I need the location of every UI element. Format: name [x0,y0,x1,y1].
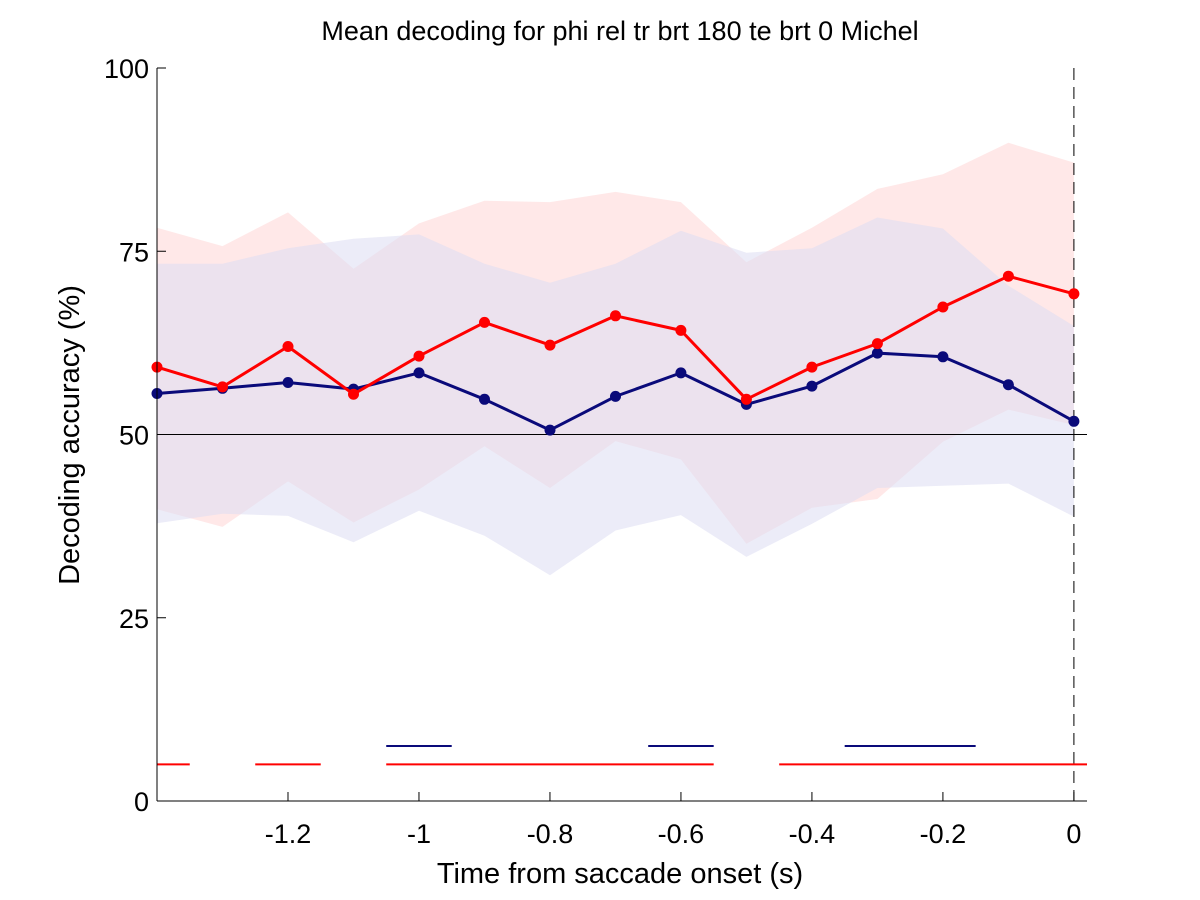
data-point [806,380,818,392]
data-point [675,324,687,336]
data-point [1002,270,1014,282]
x-axis-label: Time from saccade onset (s) [437,858,803,890]
y-tick-label: 100 [104,54,149,84]
x-tick-label: -0.2 [920,819,967,849]
data-point [348,388,359,400]
data-point [937,301,949,313]
data-point [479,316,490,328]
data-point [282,341,294,352]
x-tick-label: -0.8 [527,819,574,849]
data-point [871,338,883,350]
data-point [871,347,883,359]
tick-labels: 0 25 50 75 100 -1.2 -1 -0.8 -0.6 -0.4 -0.2 0 [104,54,1081,849]
data-point [217,381,228,393]
data-point [610,310,621,322]
data-point [610,390,621,402]
chart-title: Mean decoding for phi rel tr brt 180 te … [321,16,918,46]
data-point [740,393,752,405]
data-point [413,350,425,362]
series-lines [151,270,1080,436]
data-point [479,393,490,405]
data-point [1068,288,1080,300]
y-tick-label: 50 [119,421,149,451]
x-tick-label: -1 [407,819,431,849]
y-tick-label: 0 [134,787,149,817]
reference-lines [157,68,1087,801]
data-point [413,367,425,379]
x-tick-label: -1.2 [265,819,312,849]
data-point [1068,415,1080,427]
data-point [675,367,687,379]
data-point [282,377,294,388]
data-point [806,361,818,373]
x-tick-label: -0.4 [789,819,836,849]
data-point [1002,379,1014,391]
significance-bars [157,745,1087,766]
data-point [544,339,556,351]
y-axis-label: Decoding accuracy (%) [54,285,86,585]
confidence-bands [157,142,1074,576]
x-tick-label: -0.6 [658,819,705,849]
y-tick-label: 75 [119,237,149,267]
x-tick-label: 0 [1066,819,1081,849]
y-tick-label: 25 [119,604,149,634]
data-point [544,424,556,436]
axes [156,67,1087,802]
data-point [937,351,949,363]
